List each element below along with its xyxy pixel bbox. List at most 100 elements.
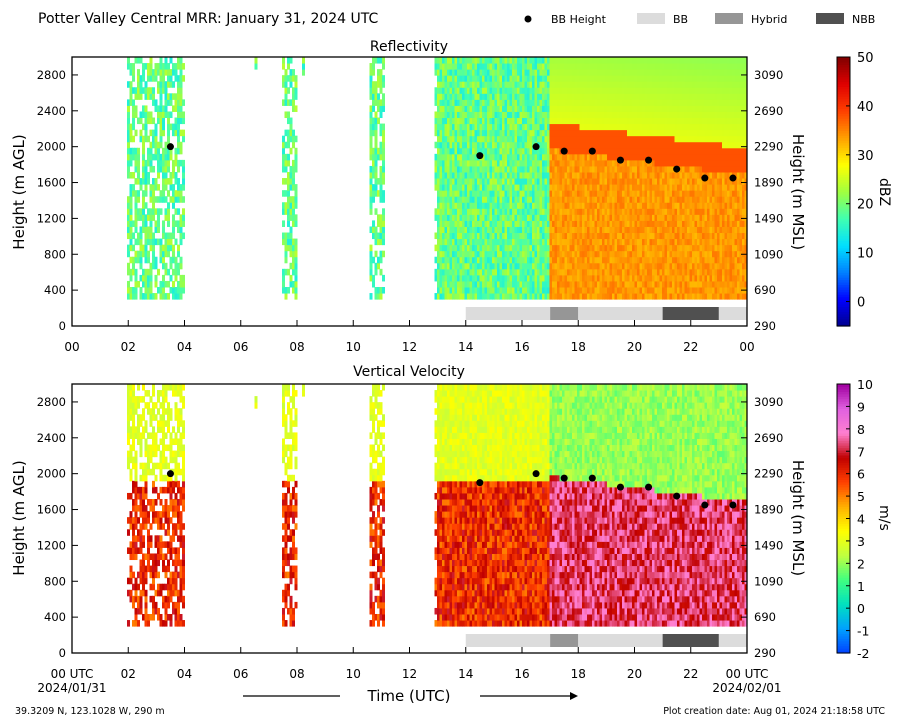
field-cell bbox=[597, 165, 600, 173]
field-cell bbox=[517, 141, 520, 149]
field-cell bbox=[472, 202, 475, 209]
field-cell bbox=[637, 208, 640, 215]
field-cell bbox=[679, 111, 683, 119]
field-cell bbox=[629, 280, 633, 288]
field-cell bbox=[672, 93, 675, 100]
field-cell bbox=[459, 141, 463, 149]
field-cell bbox=[472, 81, 475, 88]
field-cell bbox=[454, 123, 458, 131]
field-cell bbox=[659, 57, 663, 64]
field-cell bbox=[522, 196, 525, 203]
field-cell bbox=[497, 105, 500, 112]
field-cell bbox=[439, 232, 443, 240]
field-cell bbox=[457, 81, 460, 88]
field-cell bbox=[604, 135, 608, 143]
field-cell bbox=[449, 141, 453, 149]
field-cell bbox=[294, 244, 298, 252]
field-cell bbox=[499, 171, 503, 179]
field-cell bbox=[439, 250, 443, 258]
field-cell bbox=[587, 105, 590, 112]
field-cell bbox=[679, 165, 683, 173]
field-cell bbox=[607, 75, 610, 82]
field-cell bbox=[144, 232, 148, 240]
field-cell bbox=[382, 129, 385, 137]
field-cell bbox=[649, 208, 653, 215]
field-cell bbox=[527, 153, 530, 161]
field-cell bbox=[507, 244, 510, 252]
field-cell bbox=[544, 196, 548, 203]
field-cell bbox=[449, 184, 453, 191]
field-cell bbox=[632, 93, 635, 100]
field-cell bbox=[179, 57, 183, 64]
field-cell bbox=[479, 220, 483, 227]
field-cell bbox=[504, 268, 508, 276]
field-cell bbox=[589, 274, 593, 282]
field-cell bbox=[554, 184, 558, 191]
field-cell bbox=[164, 208, 168, 215]
field-cell bbox=[669, 129, 673, 137]
field-cell bbox=[677, 99, 680, 106]
field-cell bbox=[544, 238, 548, 246]
field-cell bbox=[379, 190, 383, 197]
field-cell bbox=[524, 190, 528, 197]
field-cell bbox=[552, 178, 555, 185]
field-cell bbox=[639, 178, 643, 185]
field-cell bbox=[584, 81, 588, 88]
field-cell bbox=[574, 244, 578, 252]
field-cell bbox=[542, 256, 545, 264]
field-cell bbox=[382, 93, 385, 100]
field-cell bbox=[519, 196, 523, 203]
field-cell bbox=[137, 153, 140, 161]
field-cell bbox=[592, 220, 595, 227]
field-cell bbox=[477, 202, 480, 209]
field-cell bbox=[684, 190, 688, 197]
field-cell bbox=[597, 280, 600, 288]
field-cell bbox=[292, 105, 295, 112]
field-cell bbox=[604, 262, 608, 270]
field-cell bbox=[517, 268, 520, 276]
field-cell bbox=[607, 93, 610, 100]
field-cell bbox=[127, 208, 130, 215]
field-cell bbox=[479, 147, 483, 155]
field-cell bbox=[612, 87, 615, 94]
field-cell bbox=[139, 57, 143, 64]
field-cell bbox=[682, 226, 685, 234]
field-cell bbox=[449, 165, 453, 173]
field-cell bbox=[372, 87, 375, 94]
field-cell bbox=[524, 117, 528, 125]
field-cell bbox=[584, 75, 588, 82]
field-cell bbox=[527, 93, 530, 100]
field-cell bbox=[142, 178, 145, 185]
field-cell bbox=[132, 244, 135, 252]
field-cell bbox=[482, 69, 485, 76]
field-cell bbox=[652, 159, 655, 167]
field-cell bbox=[474, 99, 478, 106]
field-cell bbox=[494, 190, 498, 197]
field-cell bbox=[127, 123, 130, 131]
field-cell bbox=[672, 250, 675, 258]
field-cell bbox=[507, 165, 510, 173]
field-cell bbox=[442, 268, 445, 276]
field-cell bbox=[457, 250, 460, 258]
field-cell bbox=[487, 208, 490, 215]
field-cell bbox=[684, 75, 688, 82]
field-cell bbox=[512, 214, 515, 221]
field-cell bbox=[557, 196, 560, 203]
field-cell bbox=[562, 123, 565, 131]
field-cell bbox=[472, 123, 475, 131]
field-cell bbox=[152, 214, 155, 221]
field-cell bbox=[619, 220, 623, 227]
field-cell bbox=[604, 286, 608, 294]
field-cell bbox=[652, 274, 655, 282]
field-cell bbox=[374, 111, 378, 119]
field-cell bbox=[522, 87, 525, 94]
field-cell bbox=[662, 93, 665, 100]
field-cell bbox=[572, 111, 575, 119]
field-cell bbox=[174, 178, 178, 185]
field-cell bbox=[609, 99, 613, 106]
legend-nbb-label: NBB bbox=[852, 13, 875, 26]
field-cell bbox=[529, 250, 533, 258]
field-cell bbox=[492, 184, 495, 191]
field-cell bbox=[672, 244, 675, 252]
field-cell bbox=[294, 220, 298, 227]
